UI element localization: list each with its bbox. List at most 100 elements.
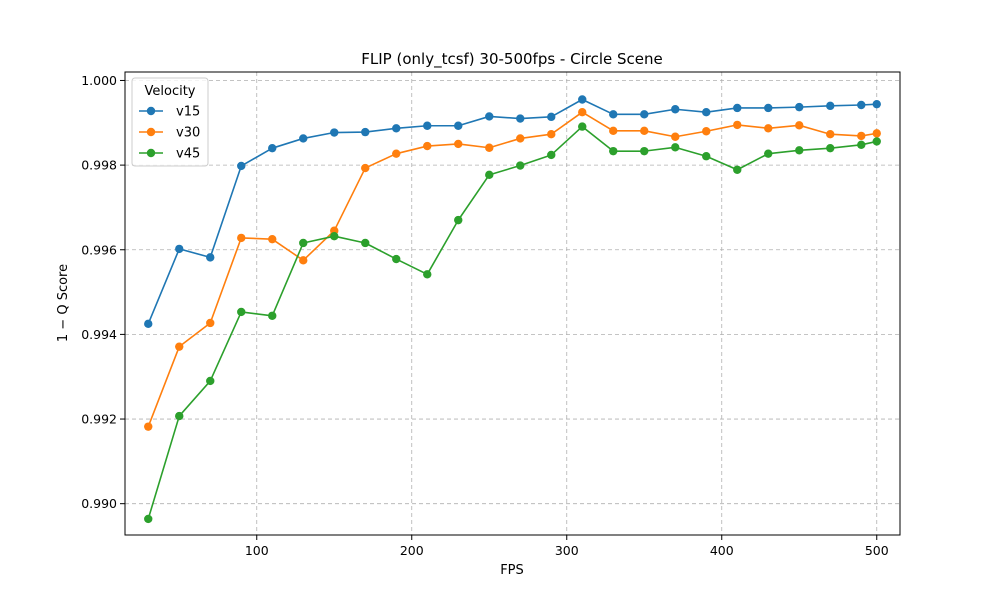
data-point-v30 (237, 233, 246, 243)
x-tick-label: 100 (245, 543, 269, 558)
data-point-v15 (578, 95, 587, 104)
legend-label: v30 (176, 126, 200, 141)
data-point-v15 (702, 108, 711, 117)
data-point-v15 (795, 102, 804, 112)
data-point-v45 (361, 238, 370, 248)
data-point-v15 (485, 112, 494, 121)
data-point-v15 (423, 121, 432, 130)
x-tick-label: 400 (710, 543, 734, 558)
data-point-v30 (671, 132, 680, 141)
series-v45 (144, 122, 881, 524)
y-tick-label: 0.990 (81, 496, 117, 511)
plot-frame (124, 71, 901, 536)
data-point-v30 (609, 126, 618, 136)
data-point-v15 (268, 143, 277, 153)
data-point-v45 (640, 146, 649, 156)
data-point-v30 (733, 120, 742, 130)
data-point-v30 (547, 130, 556, 139)
data-point-v45 (485, 170, 494, 180)
series-line-v45 (147, 125, 877, 520)
data-point-v45 (702, 152, 711, 161)
y-tick-label: 1.000 (81, 73, 117, 88)
data-point-v45 (454, 215, 463, 225)
data-point-v30 (175, 342, 184, 351)
data-point-v15 (237, 161, 246, 171)
series-line-v30 (147, 111, 877, 427)
data-point-v45 (872, 137, 881, 146)
data-point-v30 (826, 130, 835, 139)
data-point-v45 (733, 165, 742, 174)
x-tick-label: 300 (555, 543, 579, 558)
series-line-v15 (147, 98, 877, 325)
x-tick-label: 500 (865, 543, 889, 558)
y-tick-label: 0.996 (81, 242, 117, 257)
data-point-v45 (609, 146, 618, 156)
data-point-v30 (640, 126, 649, 136)
legend-entry-v45: v45 (139, 147, 200, 162)
data-point-v15 (872, 99, 881, 109)
legend-title: Velocity (145, 84, 196, 99)
data-point-v30 (578, 108, 587, 117)
data-point-v30 (268, 234, 277, 244)
data-point-v15 (516, 114, 525, 123)
data-point-v45 (423, 270, 432, 279)
data-point-v45 (578, 122, 587, 131)
data-point-v45 (330, 232, 339, 241)
data-point-v15 (671, 105, 680, 114)
series-v30 (144, 108, 881, 431)
x-tick-label: 200 (400, 543, 424, 558)
legend-marker (146, 148, 156, 158)
data-point-v45 (826, 143, 835, 153)
data-point-v30 (857, 131, 866, 141)
data-point-v15 (361, 127, 370, 137)
chart-title: FLIP (only_tcsf) 30-500fps - Circle Scen… (361, 50, 662, 69)
data-point-v30 (423, 141, 432, 151)
y-tick-label: 0.998 (81, 158, 117, 173)
legend-marker (146, 127, 156, 137)
legend-entries: v15 v30 v45 (139, 105, 200, 162)
data-point-v15 (547, 112, 556, 122)
data-point-v45 (392, 254, 401, 264)
x-axis: 100 200 300 400 500 (245, 535, 889, 558)
data-point-v30 (702, 127, 711, 136)
data-point-v30 (206, 318, 215, 328)
data-point-v15 (144, 319, 153, 329)
data-point-v45 (237, 307, 246, 317)
data-point-v45 (795, 146, 804, 155)
data-point-v15 (392, 124, 401, 133)
data-point-v45 (144, 514, 153, 524)
series-v15 (144, 95, 881, 329)
data-point-v45 (299, 238, 308, 248)
data-point-v45 (764, 149, 773, 158)
data-point-v30 (872, 129, 881, 138)
data-point-v45 (857, 140, 866, 149)
data-point-v30 (764, 124, 773, 133)
legend-box (131, 77, 209, 167)
legend-label: v45 (176, 147, 200, 162)
data-point-v45 (206, 376, 215, 386)
data-point-v30 (392, 149, 401, 158)
legend-entry-v30: v30 (139, 126, 200, 141)
data-point-v30 (144, 422, 153, 431)
data-point-v15 (826, 101, 835, 111)
data-point-v45 (547, 150, 556, 160)
legend-label: v15 (176, 105, 200, 120)
y-axis: 0.990 0.992 0.994 0.996 0.998 1.000 (81, 73, 125, 511)
data-point-v45 (175, 411, 184, 421)
data-point-v15 (299, 134, 308, 143)
data-point-v30 (361, 163, 370, 173)
legend: Velocity v15 v30 v45 (131, 77, 209, 167)
data-point-v30 (485, 143, 494, 152)
series-layer (144, 95, 881, 524)
x-axis-label: FPS (500, 563, 524, 578)
data-point-v30 (516, 134, 525, 143)
data-point-v45 (516, 161, 525, 170)
data-point-v15 (733, 103, 742, 113)
grid (125, 72, 900, 535)
data-point-v15 (175, 244, 184, 254)
data-point-v30 (795, 121, 804, 130)
data-point-v30 (454, 139, 463, 149)
data-point-v15 (206, 253, 215, 262)
data-point-v15 (330, 128, 339, 137)
